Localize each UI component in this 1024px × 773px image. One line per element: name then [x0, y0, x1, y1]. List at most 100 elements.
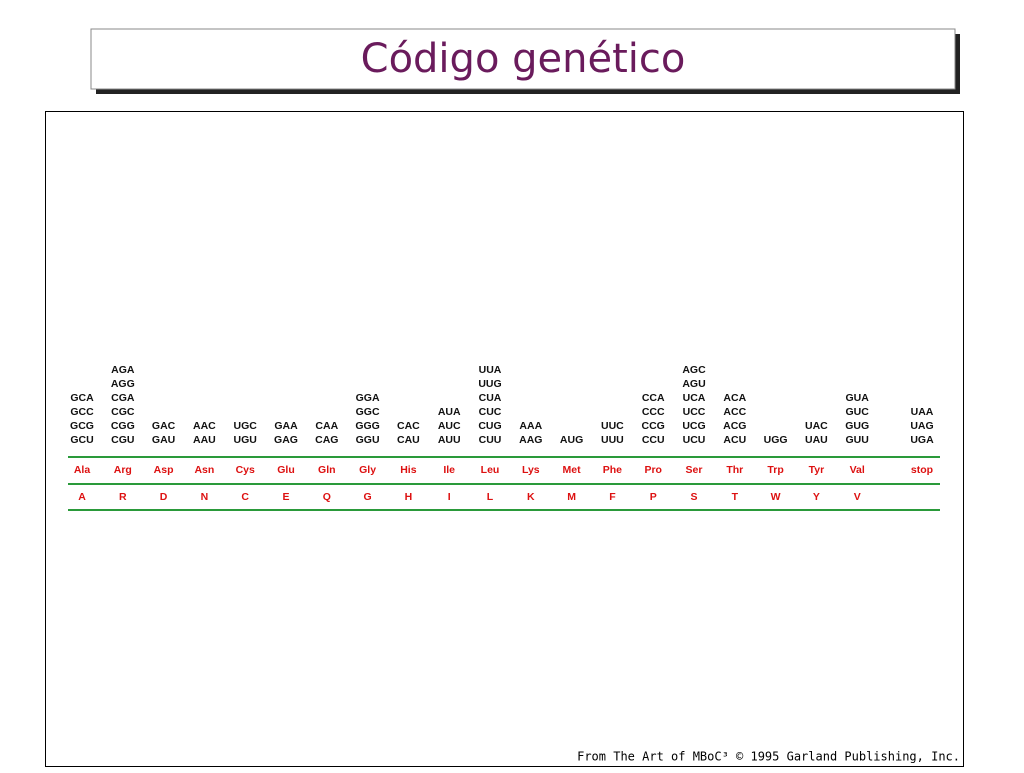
- codon: CCA: [642, 392, 665, 404]
- title-box: [90, 28, 956, 90]
- amino-acid: Ser: [686, 464, 703, 476]
- amino-acid: stop: [911, 464, 933, 476]
- codon: GCA: [70, 392, 94, 404]
- codon: GUC: [846, 406, 870, 418]
- codon: UGC: [234, 420, 258, 432]
- amino-acid: Pro: [644, 464, 662, 476]
- amino-acid: Met: [563, 464, 582, 476]
- letter-code: D: [160, 491, 168, 503]
- title: Código genético: [361, 36, 686, 82]
- letter-code: F: [609, 491, 616, 503]
- codon: UCA: [683, 392, 706, 404]
- amino-acid: Tyr: [809, 464, 825, 476]
- codon: UCG: [682, 420, 705, 432]
- codon: AAC: [193, 420, 216, 432]
- codon: UAC: [805, 420, 828, 432]
- codon: GUU: [846, 434, 869, 446]
- codon: UUA: [479, 364, 502, 376]
- codon: GGA: [356, 392, 380, 404]
- amino-acid: Ile: [443, 464, 455, 476]
- codon: AUG: [560, 434, 583, 446]
- codon: AAU: [193, 434, 216, 446]
- letter-code: I: [448, 491, 451, 503]
- codon: GAC: [152, 420, 176, 432]
- codon: UUC: [601, 420, 624, 432]
- codon: UGA: [910, 434, 934, 446]
- codon: GCC: [70, 406, 94, 418]
- letter-code: Q: [323, 491, 331, 503]
- amino-acid: Arg: [114, 464, 132, 476]
- codon: CGA: [111, 392, 135, 404]
- codon-table: GCAGCCGCGGCUAlaAAGAAGGCGACGCCGGCGUArgRGA…: [70, 364, 934, 503]
- codon: UCC: [683, 406, 706, 418]
- codon: ACA: [723, 392, 746, 404]
- letter-code: W: [771, 491, 781, 503]
- codon: CUC: [479, 406, 502, 418]
- amino-acid: Thr: [726, 464, 743, 476]
- amino-acid: Cys: [236, 464, 255, 476]
- codon: AAA: [519, 420, 542, 432]
- codon: CAA: [315, 420, 338, 432]
- codon: GAA: [274, 420, 298, 432]
- codon: AUC: [438, 420, 461, 432]
- letter-code: H: [405, 491, 413, 503]
- letter-code: S: [690, 491, 697, 503]
- amino-acid: Asp: [154, 464, 174, 476]
- codon: AGU: [682, 378, 705, 390]
- letter-code: N: [201, 491, 209, 503]
- letter-code: R: [119, 491, 127, 503]
- codon: ACC: [723, 406, 746, 418]
- codon: UAA: [911, 406, 934, 418]
- codon: CCC: [642, 406, 665, 418]
- letter-code: G: [364, 491, 372, 503]
- letter-code: V: [854, 491, 861, 503]
- letter-code: E: [282, 491, 289, 503]
- codon: GGC: [356, 406, 380, 418]
- letter-code: M: [567, 491, 576, 503]
- codon: UUG: [478, 378, 501, 390]
- codon: CCU: [642, 434, 665, 446]
- amino-acid: Leu: [481, 464, 500, 476]
- codon: AAG: [519, 434, 542, 446]
- codon: AUU: [438, 434, 461, 446]
- codon: AGA: [111, 364, 135, 376]
- codon: CGU: [111, 434, 134, 446]
- codon: CGC: [111, 406, 135, 418]
- codon: CAU: [397, 434, 420, 446]
- codon: CGG: [111, 420, 135, 432]
- codon: CUG: [478, 420, 501, 432]
- codon: GUG: [845, 420, 869, 432]
- codon: CCG: [642, 420, 665, 432]
- letter-code: K: [527, 491, 535, 503]
- amino-acid: Phe: [603, 464, 622, 476]
- codon: GAU: [152, 434, 175, 446]
- codon: UGU: [234, 434, 257, 446]
- amino-acid: Glu: [277, 464, 295, 476]
- codon: CAG: [315, 434, 338, 446]
- codon: CUA: [479, 392, 502, 404]
- codon: GGU: [356, 434, 380, 446]
- amino-acid: Gly: [359, 464, 376, 476]
- letter-code: T: [732, 491, 739, 503]
- codon: ACU: [723, 434, 746, 446]
- letter-code: P: [650, 491, 657, 503]
- codon: AGG: [111, 378, 135, 390]
- codon: UGG: [764, 434, 788, 446]
- codon: GCU: [70, 434, 93, 446]
- codon: CAC: [397, 420, 420, 432]
- amino-acid: Asn: [194, 464, 214, 476]
- letter-code: L: [487, 491, 494, 503]
- amino-acid: Trp: [767, 464, 783, 476]
- credit: From The Art of MBoC³ © 1995 Garland Pub…: [577, 750, 960, 764]
- letter-code: C: [241, 491, 249, 503]
- amino-acid: Ala: [74, 464, 91, 476]
- codon: UUU: [601, 434, 624, 446]
- amino-acid: His: [400, 464, 417, 476]
- letter-code: A: [78, 491, 86, 503]
- codon: UAG: [910, 420, 933, 432]
- codon: GCG: [70, 420, 94, 432]
- codon: AGC: [682, 364, 706, 376]
- amino-acid: Gln: [318, 464, 336, 476]
